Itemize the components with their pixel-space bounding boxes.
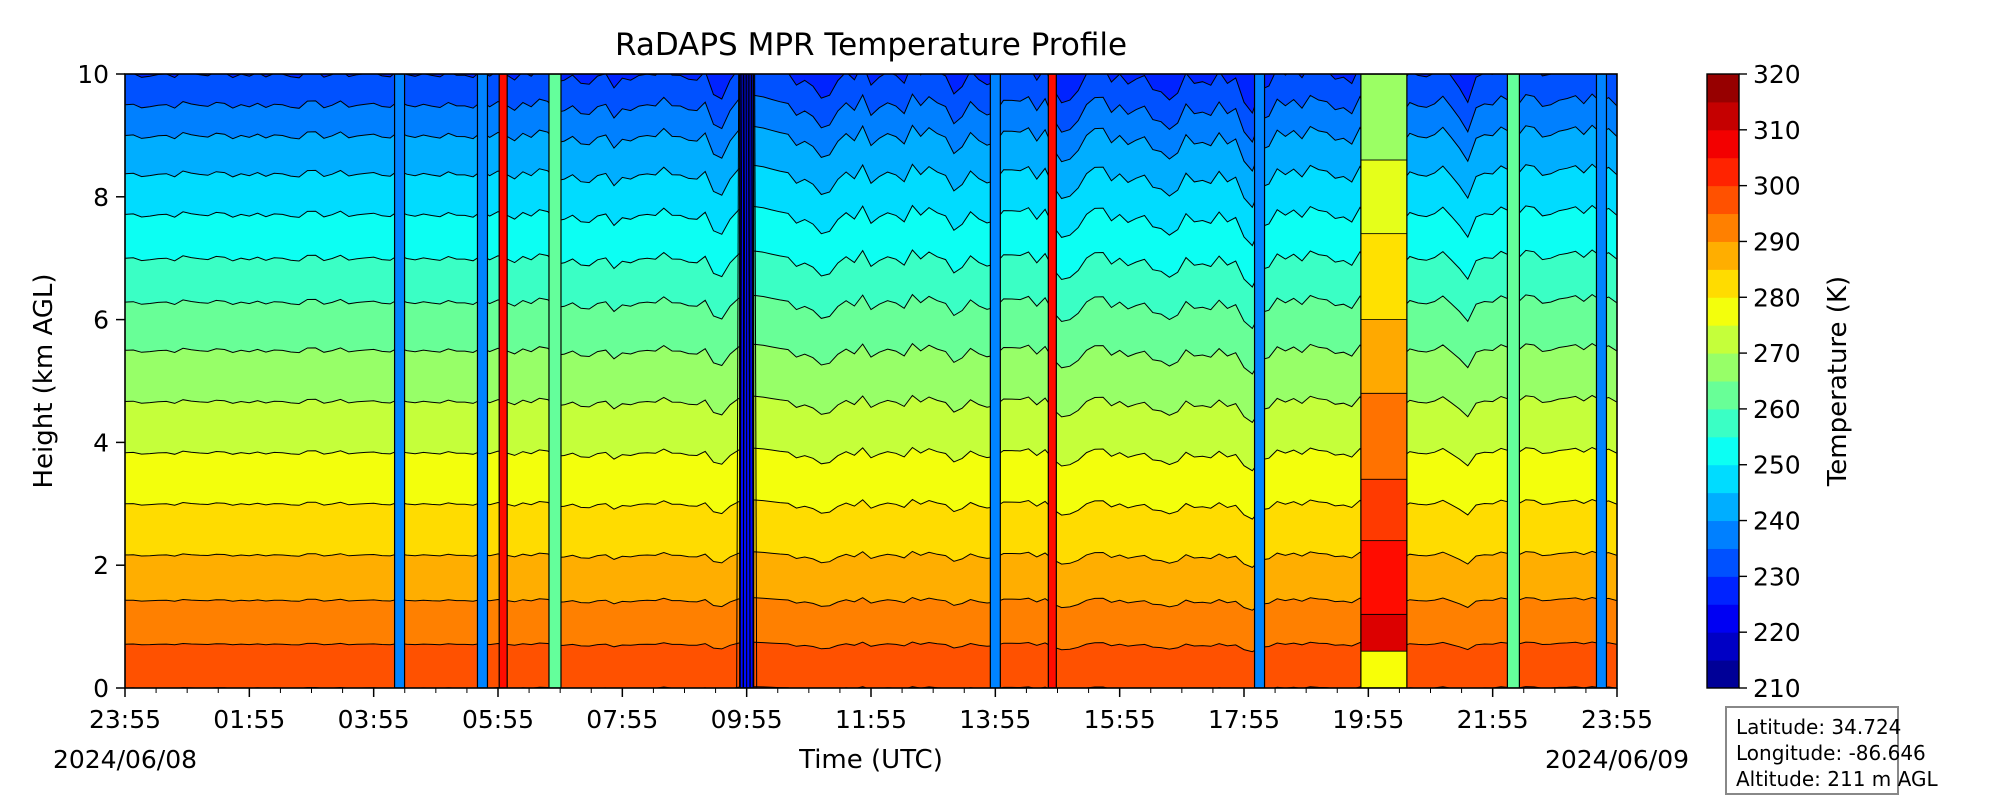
anomaly-contour [742, 74, 746, 688]
anomaly-segment [1360, 159, 1408, 235]
y-axis: 0 2 4 6 8 10 [77, 60, 125, 703]
x-tick-label: 23:55 [89, 705, 161, 734]
colorbar-bin [1707, 101, 1739, 131]
x-tick-label: 07:55 [586, 705, 658, 734]
colorbar-tick-label: 220 [1753, 618, 1801, 647]
anomaly-column [1253, 74, 1266, 688]
colorbar-bin [1707, 492, 1739, 522]
colorbar-bin [1707, 660, 1739, 689]
colorbar-bin [1707, 129, 1739, 159]
colorbar-tick-label: 230 [1753, 562, 1801, 591]
anomaly-column [393, 74, 406, 688]
start-date-label: 2024/06/08 [53, 745, 197, 774]
anomaly-segment [1360, 319, 1408, 394]
chart-title: RaDAPS MPR Temperature Profile [615, 27, 1127, 63]
colorbar-bin [1707, 632, 1739, 661]
anomaly-column-outline [1360, 74, 1408, 688]
colorbar-bin [1707, 157, 1739, 187]
temperature-bands [125, 74, 1617, 688]
anomaly-segment [1360, 540, 1408, 615]
colorbar-bin [1707, 520, 1739, 549]
colorbar-bin [1707, 381, 1739, 410]
colorbar-label: Temperature (K) [1823, 276, 1853, 487]
y-tick-label: 2 [93, 551, 109, 580]
colorbar-tick-label: 320 [1753, 60, 1801, 89]
colorbar-bin [1707, 185, 1739, 215]
colorbar-bin [1707, 408, 1739, 438]
anomaly-contour [739, 74, 743, 688]
colorbar-tick-label: 210 [1753, 674, 1801, 703]
anomaly-contour [754, 74, 758, 688]
x-tick-label: 01:55 [213, 705, 285, 734]
colorbar-bin [1707, 576, 1739, 605]
y-tick-label: 4 [93, 428, 109, 457]
colorbar-bin [1707, 353, 1739, 382]
colorbar-bin [1707, 297, 1739, 326]
x-tick-label: 09:55 [711, 705, 783, 734]
x-axis: 23:55 01:55 03:55 05:55 07:55 09:55 11:55 13:55… [89, 688, 1653, 734]
x-tick-label: 15:55 [1084, 705, 1156, 734]
x-tick-label: 03:55 [338, 705, 410, 734]
anomaly-segment [1360, 392, 1408, 480]
anomaly-column [498, 74, 508, 688]
y-tick-label: 0 [93, 674, 109, 703]
y-axis-label: Height (km AGL) [29, 273, 59, 488]
colorbar-bin [1707, 74, 1739, 103]
colorbar-bin [1707, 604, 1739, 633]
colorbar-bin [1707, 241, 1739, 270]
colorbar-bin [1707, 325, 1739, 354]
anomaly-segment [1360, 650, 1408, 688]
station-info-box: Latitude: 34.724 Longitude: -86.646 Alti… [1725, 706, 1938, 795]
colorbar-bin [1707, 213, 1739, 242]
temperature-band [125, 74, 1617, 113]
x-axis-label: Time (UTC) [798, 745, 943, 775]
colorbar-tick-label: 280 [1753, 283, 1801, 312]
colorbar-frame [1706, 73, 1740, 689]
colorbar-tick-label: 310 [1753, 116, 1801, 145]
colorbar-tick-label: 300 [1753, 172, 1801, 201]
x-tick-label: 11:55 [835, 705, 907, 734]
colorbar-bin [1707, 464, 1739, 494]
colorbar-tick-label: 260 [1753, 395, 1801, 424]
anomaly-column [476, 74, 489, 688]
end-date-label: 2024/06/09 [1545, 745, 1689, 774]
x-tick-label: 17:55 [1208, 705, 1280, 734]
anomaly-segment [1360, 233, 1408, 320]
plot-area [125, 74, 1617, 688]
colorbar-tick-label: 290 [1753, 227, 1801, 256]
info-box-frame [1725, 706, 1899, 795]
colorbar-bin [1707, 548, 1739, 577]
y-tick-label: 10 [77, 60, 109, 89]
x-tick-label: 19:55 [1332, 705, 1404, 734]
latitude-text: Latitude: 34.724 [1736, 715, 1901, 739]
anomaly-column [989, 74, 1001, 688]
anomaly-column [1047, 74, 1057, 688]
anomaly-contour [736, 74, 740, 688]
colorbar-bin [1707, 436, 1739, 466]
anomaly-segment [1360, 74, 1408, 161]
longitude-text: Longitude: -86.646 [1736, 741, 1926, 765]
x-tick-label: 13:55 [959, 705, 1031, 734]
colorbar-bin [1707, 269, 1739, 298]
anomaly-column [1506, 74, 1520, 688]
x-tick-label: 23:55 [1581, 705, 1653, 734]
colorbar-tick-label: 250 [1753, 451, 1801, 480]
colorbar: 210 220 230 240 250 260 270 280 290 300 310 320 [1706, 60, 1801, 703]
anomaly-columns [393, 74, 1608, 688]
anomaly-column [548, 74, 562, 688]
x-tick-label: 05:55 [462, 705, 534, 734]
altitude-text: Altitude: 211 m AGL [1736, 767, 1938, 791]
y-tick-label: 6 [93, 306, 109, 335]
anomaly-segment [1360, 478, 1408, 542]
x-tick-label: 21:55 [1457, 705, 1529, 734]
anomaly-column [1595, 74, 1608, 688]
y-tick-label: 8 [93, 183, 109, 212]
colorbar-tick-label: 240 [1753, 507, 1801, 536]
anomaly-segment [1360, 613, 1408, 652]
colorbar-tick-label: 270 [1753, 339, 1801, 368]
